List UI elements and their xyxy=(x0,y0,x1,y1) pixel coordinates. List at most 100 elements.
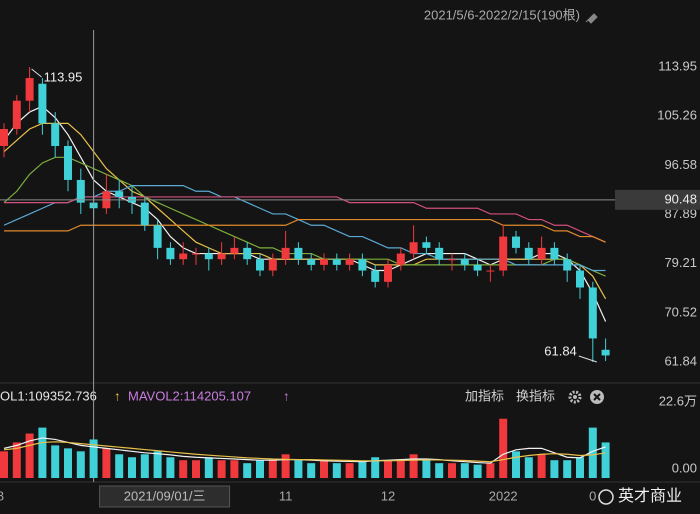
y-tick-label: 96.58 xyxy=(664,157,697,172)
y-tick-label: 22.6万 xyxy=(659,393,697,408)
candle-body xyxy=(64,145,72,180)
candle-body xyxy=(486,270,495,272)
candle-body xyxy=(256,259,264,271)
mavol1-arrow: ↑ xyxy=(114,388,121,403)
volume-bar xyxy=(435,463,444,478)
candle-body xyxy=(601,349,610,356)
candle-body xyxy=(563,259,572,271)
high-label: 113.95 xyxy=(44,69,83,84)
volume-bar xyxy=(320,460,328,478)
low-arrow xyxy=(578,355,597,363)
candle-body xyxy=(268,259,277,271)
volume-bar xyxy=(230,460,239,478)
volume-bar xyxy=(51,445,60,478)
candle-body xyxy=(115,191,124,197)
volume-bar xyxy=(217,460,226,478)
candle-body xyxy=(499,236,508,271)
range-label: 2021/5/6-2022/2/15(190根) xyxy=(424,7,580,22)
volume-bar xyxy=(294,460,303,478)
settings-icon[interactable] xyxy=(568,390,582,404)
candle-body xyxy=(320,259,328,265)
x-tick-label: 2022 xyxy=(489,488,518,503)
candle-body xyxy=(307,259,316,265)
candle-body xyxy=(537,247,546,260)
volume-bar xyxy=(473,464,482,478)
candle-body xyxy=(230,247,239,254)
svg-text:英才商业: 英才商业 xyxy=(618,487,682,505)
volume-bar xyxy=(38,427,47,478)
volume-bar xyxy=(243,463,252,478)
ma-line xyxy=(3,441,606,463)
volume-bar xyxy=(384,460,392,478)
volume-bar xyxy=(128,457,136,478)
candle-body xyxy=(153,225,162,248)
volume-bar xyxy=(332,463,341,478)
volume-bar xyxy=(25,433,34,478)
candle-body xyxy=(0,129,8,146)
volume-bar xyxy=(550,460,559,478)
y-tick-label: 0.00 xyxy=(672,460,697,475)
mavol1-label: OL1:109352.736 xyxy=(0,388,97,403)
candle-body xyxy=(473,264,482,271)
candle-body xyxy=(422,242,431,248)
candle-body xyxy=(332,259,341,265)
y-tick-label: 113.95 xyxy=(658,58,697,73)
volume-bar xyxy=(166,457,175,478)
candle-body xyxy=(524,247,533,260)
volume-bar xyxy=(307,463,316,478)
volume-bar xyxy=(64,448,72,478)
volume-bar xyxy=(345,463,354,478)
low-label: 61.84 xyxy=(544,343,577,358)
volume-bar xyxy=(460,463,469,478)
volume-bar xyxy=(204,457,213,478)
candle-body xyxy=(384,264,392,282)
volume-bar xyxy=(422,460,431,478)
volume-bar xyxy=(576,457,584,478)
close-icon[interactable] xyxy=(590,390,604,404)
candle-body xyxy=(512,236,520,248)
candle-body xyxy=(345,259,354,265)
candle-body xyxy=(460,259,469,265)
volume-bar xyxy=(0,451,8,478)
switch-indicator-button[interactable]: 换指标 xyxy=(516,388,555,403)
x-tick-label: 08 xyxy=(0,488,4,503)
volume-bar xyxy=(486,463,495,478)
y-tick-label: 70.52 xyxy=(664,304,697,319)
volume-bar xyxy=(76,451,85,478)
volume-bar xyxy=(140,454,149,478)
candle-body xyxy=(435,247,444,260)
candle-body xyxy=(38,83,47,124)
volume-bar xyxy=(448,463,456,478)
volume-bar xyxy=(179,460,188,478)
volume-bar xyxy=(409,454,418,478)
volume-bar xyxy=(153,451,162,478)
add-indicator-button[interactable]: 加指标 xyxy=(465,388,504,403)
candle-body xyxy=(51,123,60,146)
candle-body xyxy=(448,259,456,261)
candle-body xyxy=(409,242,418,254)
volume-bar xyxy=(268,460,277,478)
x-tick-label: 11 xyxy=(279,488,293,503)
candle-body xyxy=(576,270,584,288)
volume-bar xyxy=(358,461,367,478)
volume-bar xyxy=(371,457,380,478)
candle-body xyxy=(294,247,303,260)
candle-body xyxy=(179,253,188,260)
last-price-box xyxy=(615,189,700,210)
candle-body xyxy=(243,247,252,260)
volume-bar xyxy=(588,427,597,478)
candle-body xyxy=(76,179,85,203)
volume-bar xyxy=(89,439,98,478)
volume-bar xyxy=(537,454,546,478)
candle-body xyxy=(25,78,34,101)
pin-icon[interactable] xyxy=(585,13,598,24)
x-tick-label: 0 xyxy=(589,488,596,503)
x-tick-label: 12 xyxy=(381,488,395,503)
candle-body xyxy=(281,247,290,260)
mavol2-arrow: ↑ xyxy=(283,388,290,403)
candle-body xyxy=(396,253,405,265)
volume-bar xyxy=(102,448,111,478)
volume-bar xyxy=(396,460,405,478)
candle-body xyxy=(550,247,559,260)
